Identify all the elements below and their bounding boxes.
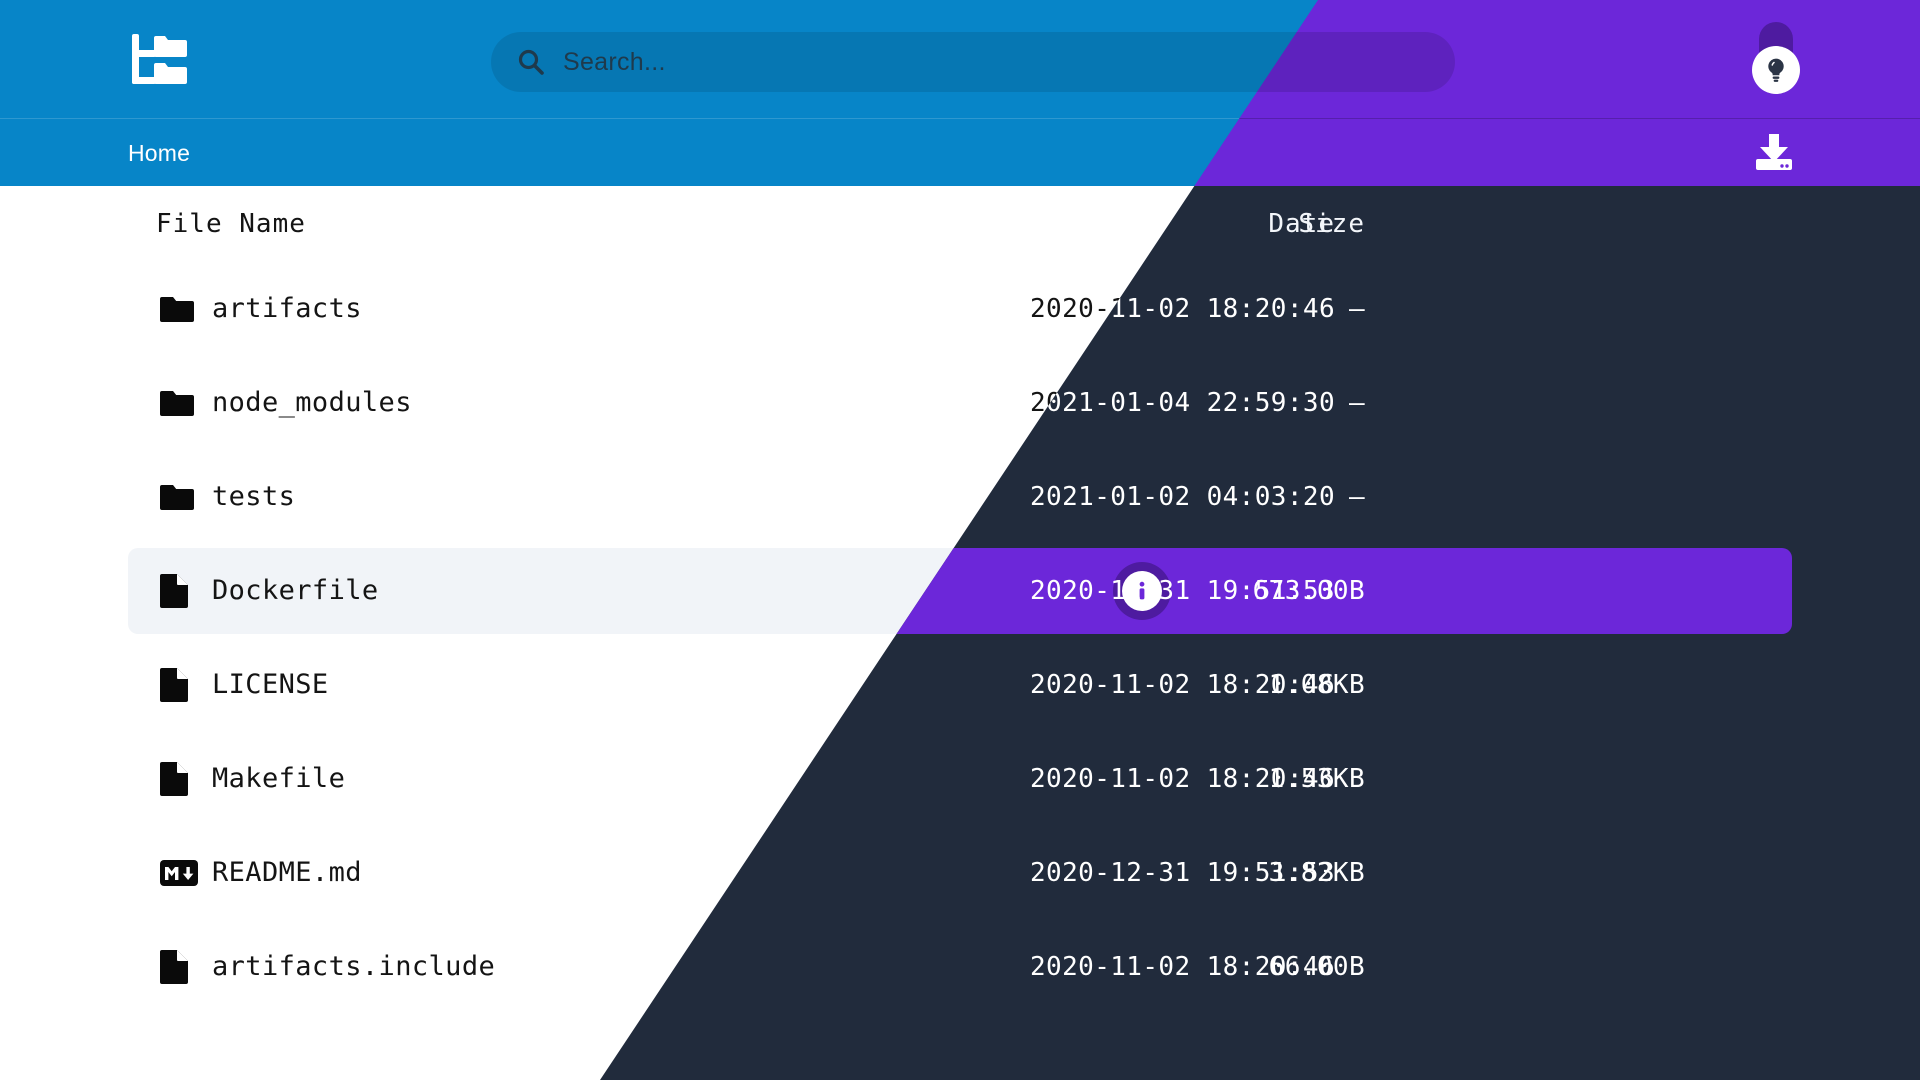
lightbulb-icon-dark [1752,46,1800,94]
file-size: 1.53KB [1268,764,1365,794]
breadcrumb-item-home[interactable]: Home [128,140,191,166]
table-row[interactable]: node_modules—2021-01-04 22:59:30 [600,356,1920,450]
column-header-date-dark[interactable]: Date [1268,209,1335,239]
file-name[interactable]: node_modules [212,387,412,418]
search-placeholder: Search... [563,48,666,76]
file-size: 66.00B [1268,952,1365,982]
file-date: 2021-01-04 22:59:30 [1029,388,1335,418]
folder-icon [160,356,194,450]
table-row[interactable]: tests—2021-01-02 04:03:20 [600,450,1920,544]
file-tree-logo-icon[interactable] [130,32,188,88]
file-name[interactable]: Dockerfile [212,575,379,606]
table-header-row-dark: File Name Size Date [600,186,1920,262]
file-name[interactable]: artifacts.include [212,951,496,982]
column-header-size-dark[interactable]: Size [1298,209,1365,239]
file-name[interactable]: LICENSE [212,669,329,700]
file-icon [160,920,188,1014]
file-name[interactable]: artifacts [212,293,362,324]
folder-icon [160,450,194,544]
file-size: 3.82KB [1268,858,1365,888]
hint-button-dark[interactable] [1752,22,1800,94]
file-size: — [1348,482,1365,512]
file-name[interactable]: tests [212,481,296,512]
info-ring [1113,562,1171,620]
download-icon-dark [1756,134,1792,170]
file-date: 2020-11-02 18:20:46 [1029,952,1335,982]
file-date: 2020-12-31 19:51:53 [1029,576,1335,606]
file-icon [160,732,188,826]
file-size: 673.00B [1252,576,1365,606]
file-icon [160,638,188,732]
info-icon [1122,571,1162,611]
download-button-dark[interactable] [1748,128,1800,176]
file-size: — [1348,388,1365,418]
file-size: — [1348,294,1365,324]
search-icon [517,48,545,76]
file-date: 2020-12-31 19:51:53 [1029,858,1335,888]
file-date: 2020-11-02 18:20:46 [1029,764,1335,794]
column-header-name[interactable]: File Name [156,209,306,239]
markdown-icon [160,826,198,920]
file-name[interactable]: Makefile [212,763,346,794]
folder-icon [160,262,194,356]
info-button[interactable] [1111,544,1173,638]
file-size: 1.08KB [1268,670,1365,700]
file-date: 2021-01-02 04:03:20 [1029,482,1335,512]
file-icon [160,544,188,638]
file-name[interactable]: README.md [212,857,362,888]
file-date: 2020-11-02 18:20:46 [1029,670,1335,700]
